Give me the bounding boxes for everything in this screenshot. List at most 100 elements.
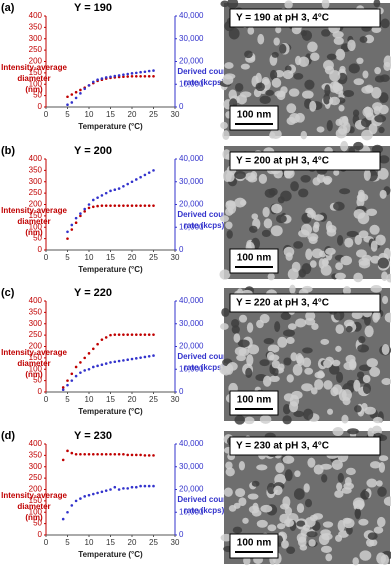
particle bbox=[340, 140, 349, 152]
particle bbox=[284, 0, 293, 9]
particle bbox=[336, 234, 344, 246]
particle bbox=[354, 508, 361, 519]
particle bbox=[325, 553, 333, 562]
y2-tick-label: 20,000 bbox=[179, 200, 204, 209]
data-point bbox=[74, 90, 78, 94]
particle bbox=[262, 206, 270, 218]
data-point bbox=[147, 354, 151, 358]
particle bbox=[298, 56, 310, 67]
particle bbox=[374, 75, 385, 83]
y-tick-label: 100 bbox=[29, 507, 43, 516]
particle bbox=[309, 514, 318, 522]
particle bbox=[223, 487, 233, 497]
data-point bbox=[87, 203, 91, 206]
panel-label: (a) bbox=[1, 2, 15, 14]
y-axis-label: (nm) bbox=[25, 85, 43, 94]
x-tick-label: 25 bbox=[149, 253, 158, 262]
particle bbox=[365, 112, 375, 121]
particle bbox=[221, 307, 230, 317]
data-point bbox=[96, 452, 99, 456]
data-point bbox=[109, 75, 112, 79]
particle bbox=[231, 318, 240, 328]
particle bbox=[238, 314, 248, 323]
particle bbox=[358, 230, 369, 239]
particle bbox=[378, 455, 389, 462]
particle bbox=[357, 344, 369, 353]
data-point bbox=[113, 360, 117, 364]
data-point bbox=[66, 103, 69, 107]
y2-tick-label: 30,000 bbox=[179, 177, 204, 186]
chart-title: Y = 230 bbox=[74, 430, 112, 442]
y2-tick-label: 30,000 bbox=[179, 34, 204, 43]
data-point bbox=[135, 71, 138, 75]
chart-title: Y = 220 bbox=[74, 287, 112, 299]
caption-box bbox=[229, 151, 381, 171]
particle bbox=[225, 467, 235, 477]
particle bbox=[377, 516, 386, 528]
particle bbox=[336, 482, 343, 491]
data-point bbox=[113, 333, 117, 336]
particle bbox=[303, 483, 310, 493]
data-point bbox=[104, 336, 108, 339]
data-point bbox=[117, 452, 121, 456]
data-point bbox=[70, 451, 74, 455]
particle bbox=[256, 464, 268, 471]
data-point bbox=[143, 454, 147, 457]
particle bbox=[232, 526, 243, 534]
particle bbox=[371, 144, 383, 154]
x-axis-label: Temperature (°C) bbox=[78, 122, 143, 131]
data-point bbox=[70, 101, 74, 104]
particle bbox=[234, 346, 247, 356]
data-point bbox=[79, 212, 82, 215]
particle bbox=[248, 505, 260, 514]
data-point bbox=[113, 452, 117, 456]
data-point bbox=[66, 237, 69, 240]
data-point bbox=[130, 180, 134, 184]
y2-tick-label: 40,000 bbox=[179, 154, 204, 163]
particle bbox=[273, 485, 283, 496]
y-tick-label: 0 bbox=[38, 245, 43, 254]
data-point bbox=[61, 388, 65, 392]
data-point bbox=[135, 333, 138, 336]
particle bbox=[334, 272, 346, 280]
particle bbox=[359, 36, 368, 43]
data-point bbox=[83, 356, 86, 360]
particle bbox=[219, 215, 229, 222]
particle bbox=[302, 347, 313, 354]
data-point bbox=[122, 452, 125, 456]
particle bbox=[225, 171, 235, 183]
data-point bbox=[79, 214, 82, 218]
x-tick-label: 10 bbox=[85, 253, 94, 262]
data-point bbox=[130, 72, 134, 75]
particle bbox=[329, 70, 341, 82]
data-point bbox=[143, 173, 147, 177]
y2-tick-label: 20,000 bbox=[179, 57, 204, 66]
particle bbox=[323, 177, 332, 185]
data-point bbox=[122, 185, 125, 188]
y-axis-label: diameter bbox=[17, 74, 50, 83]
particle bbox=[273, 37, 280, 46]
particle bbox=[295, 318, 307, 328]
particle bbox=[358, 518, 369, 526]
particle bbox=[220, 533, 233, 542]
particle bbox=[321, 532, 333, 541]
particle bbox=[282, 70, 294, 80]
data-point bbox=[87, 452, 91, 456]
particle bbox=[383, 61, 391, 71]
y-tick-label: 50 bbox=[33, 91, 42, 100]
particle bbox=[308, 539, 316, 547]
data-point bbox=[79, 452, 82, 456]
particle bbox=[371, 26, 382, 33]
data-point bbox=[74, 96, 78, 100]
image-caption: Y = 200 at pH 3, 4°C bbox=[236, 156, 329, 167]
particle bbox=[377, 486, 387, 497]
data-point bbox=[113, 188, 117, 192]
data-point bbox=[79, 92, 82, 95]
particle bbox=[310, 387, 318, 395]
particle bbox=[334, 490, 344, 498]
particle bbox=[269, 375, 280, 383]
data-point bbox=[109, 361, 112, 364]
particle bbox=[306, 531, 318, 538]
data-point bbox=[130, 453, 134, 457]
